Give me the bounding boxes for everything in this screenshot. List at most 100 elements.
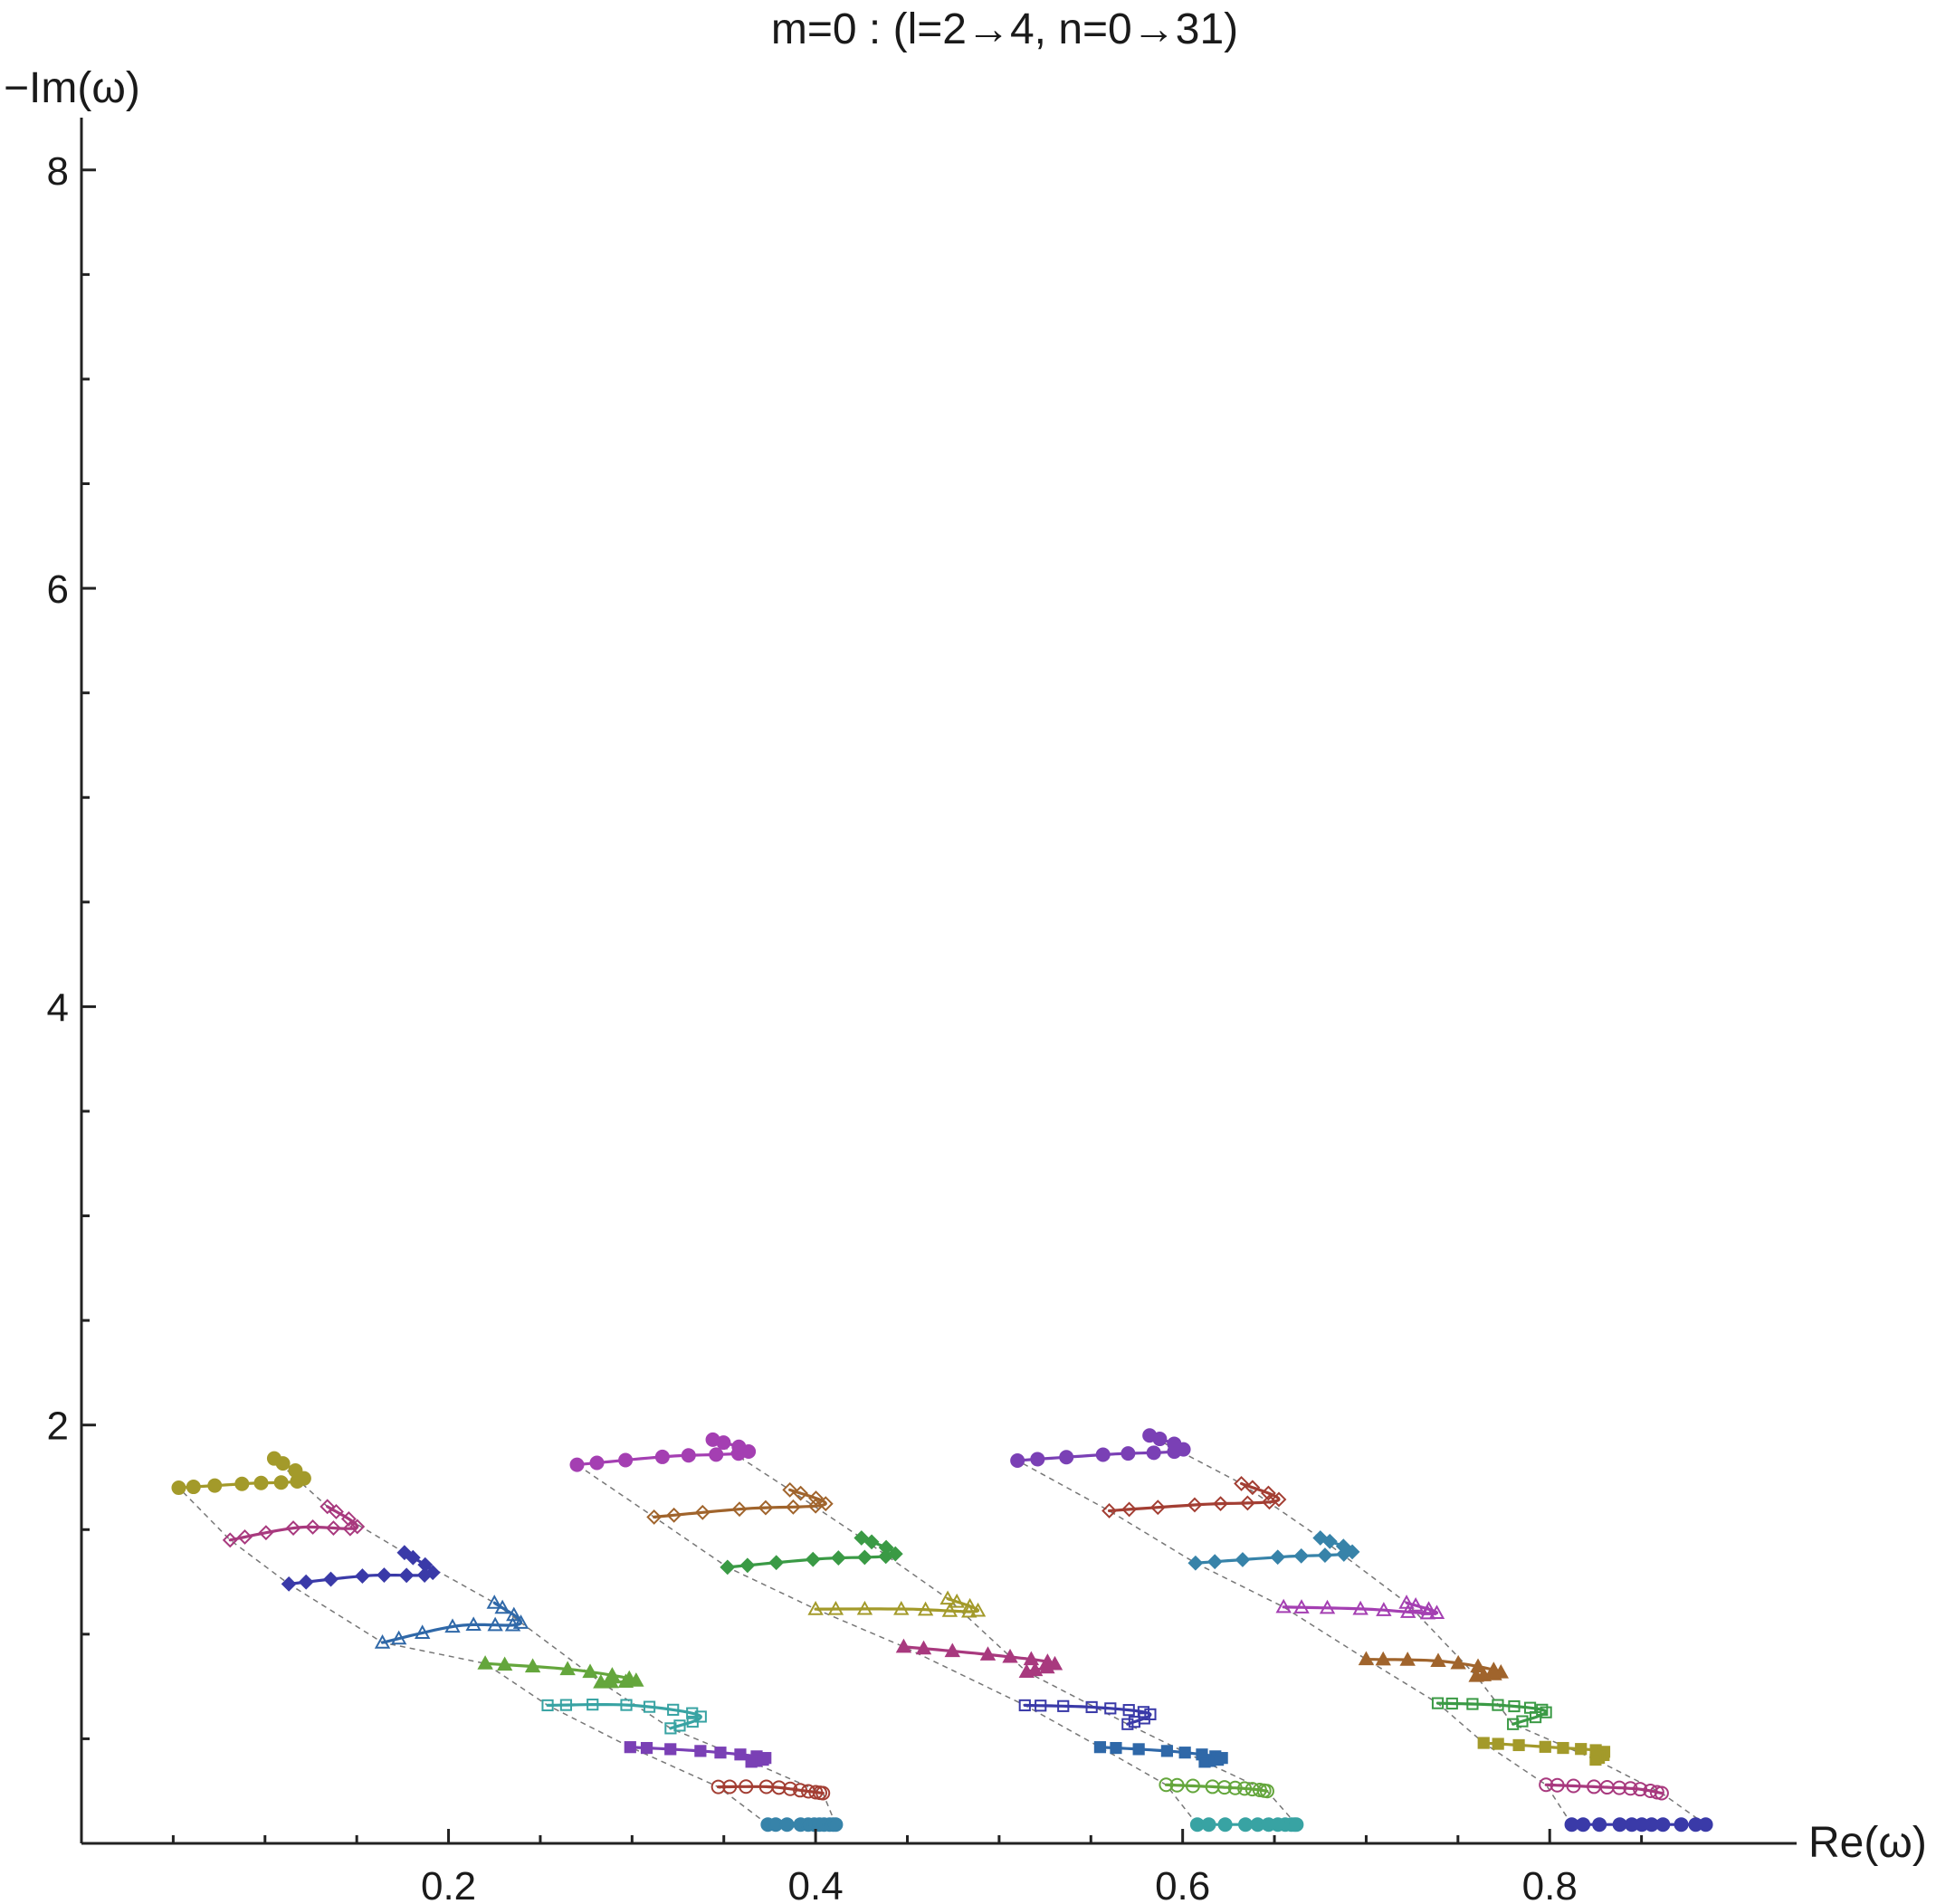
data-point	[618, 1452, 634, 1468]
data-point	[1002, 1648, 1018, 1663]
data-point	[1093, 1741, 1107, 1754]
data-point	[1335, 1538, 1351, 1555]
data-point	[1557, 1741, 1569, 1755]
data-point	[782, 1481, 798, 1498]
data-point	[1698, 1817, 1713, 1833]
data-point	[589, 1455, 605, 1471]
data-point	[654, 1449, 670, 1464]
data-point	[559, 1661, 576, 1676]
data-point	[541, 1699, 554, 1712]
series-l2-n3	[541, 1699, 707, 1735]
series-line	[1108, 1481, 1281, 1513]
data-point	[1104, 1702, 1117, 1715]
data-point	[1358, 1651, 1375, 1666]
data-point	[1237, 1781, 1253, 1796]
data-point	[1376, 1602, 1392, 1616]
data-point	[667, 1703, 680, 1716]
y-tick-label: 2	[47, 1404, 69, 1449]
data-point	[342, 1520, 358, 1537]
data-point	[319, 1499, 336, 1515]
data-point	[1216, 1780, 1232, 1795]
data-point	[1146, 1445, 1161, 1461]
series-l4-n4	[1358, 1651, 1509, 1682]
data-point	[827, 1600, 844, 1615]
data-point	[1238, 1817, 1254, 1833]
x-axis-label: Re(ω)	[1808, 1819, 1927, 1867]
data-point	[1450, 1654, 1466, 1670]
series-l4-n0	[1564, 1817, 1713, 1833]
data-point	[1468, 1668, 1484, 1682]
series-l4-n1	[1539, 1777, 1669, 1801]
data-point	[808, 1490, 824, 1506]
series-l3-n1	[1159, 1777, 1274, 1799]
data-point	[734, 1748, 747, 1761]
data-point	[646, 1509, 663, 1525]
data-point	[1239, 1495, 1255, 1511]
data-point	[863, 1534, 880, 1550]
data-point	[714, 1747, 727, 1759]
series-l3-n3	[1018, 1699, 1157, 1730]
data-point	[222, 1532, 238, 1548]
data-point	[1122, 1704, 1135, 1717]
series-l4-n6	[1187, 1530, 1360, 1571]
data-point	[477, 1655, 493, 1670]
series-l2-n0	[760, 1817, 844, 1833]
data-point	[1121, 1718, 1134, 1730]
data-point	[1018, 1663, 1035, 1679]
data-point	[1046, 1655, 1063, 1671]
series-line	[1023, 1703, 1152, 1726]
data-point	[1227, 1780, 1243, 1795]
series-l4-n7	[1101, 1476, 1287, 1518]
data-point	[1128, 1716, 1141, 1728]
x-tick-label: 0.6	[1155, 1864, 1210, 1904]
guide-start-line	[1016, 1460, 1573, 1825]
data-point	[1643, 1783, 1658, 1798]
data-point	[1445, 1697, 1458, 1710]
data-point	[745, 1756, 758, 1768]
data-point	[506, 1606, 522, 1622]
data-point	[1536, 1703, 1549, 1716]
data-point	[1633, 1782, 1648, 1797]
data-point	[1121, 1446, 1136, 1461]
series-l3-n5	[807, 1590, 987, 1618]
data-point	[771, 1780, 787, 1795]
data-point	[758, 1499, 774, 1516]
data-point	[915, 1640, 932, 1655]
data-point	[686, 1707, 699, 1719]
data-point	[1018, 1699, 1031, 1712]
data-point	[586, 1699, 599, 1711]
data-point	[258, 1525, 274, 1541]
data-point	[1213, 1496, 1228, 1512]
data-point	[465, 1616, 482, 1632]
data-series	[171, 1428, 1713, 1833]
data-point	[444, 1618, 461, 1633]
data-point	[266, 1451, 281, 1466]
data-point	[1375, 1651, 1391, 1666]
data-point	[878, 1539, 894, 1556]
data-point	[1259, 1784, 1274, 1799]
data-point	[1217, 1817, 1233, 1833]
guide-lines	[177, 1434, 1707, 1825]
data-point	[807, 1601, 824, 1615]
data-point	[893, 1600, 910, 1615]
data-point	[1039, 1659, 1055, 1674]
data-point	[390, 1630, 407, 1645]
data-point	[1178, 1747, 1191, 1759]
series-l3-n7	[646, 1481, 834, 1525]
data-point	[939, 1590, 956, 1605]
data-point	[1399, 1652, 1416, 1666]
data-point	[1407, 1597, 1424, 1612]
data-point	[1529, 1710, 1542, 1724]
data-point	[817, 1496, 834, 1512]
data-point	[1592, 1817, 1607, 1833]
data-point	[1312, 1530, 1329, 1546]
data-point	[354, 1568, 370, 1585]
guide-start-line	[177, 1487, 768, 1825]
data-point	[617, 1673, 634, 1689]
data-point	[171, 1480, 186, 1496]
data-point	[273, 1475, 289, 1490]
data-point	[1260, 1485, 1276, 1501]
data-point	[298, 1574, 314, 1590]
data-point	[1010, 1452, 1025, 1468]
